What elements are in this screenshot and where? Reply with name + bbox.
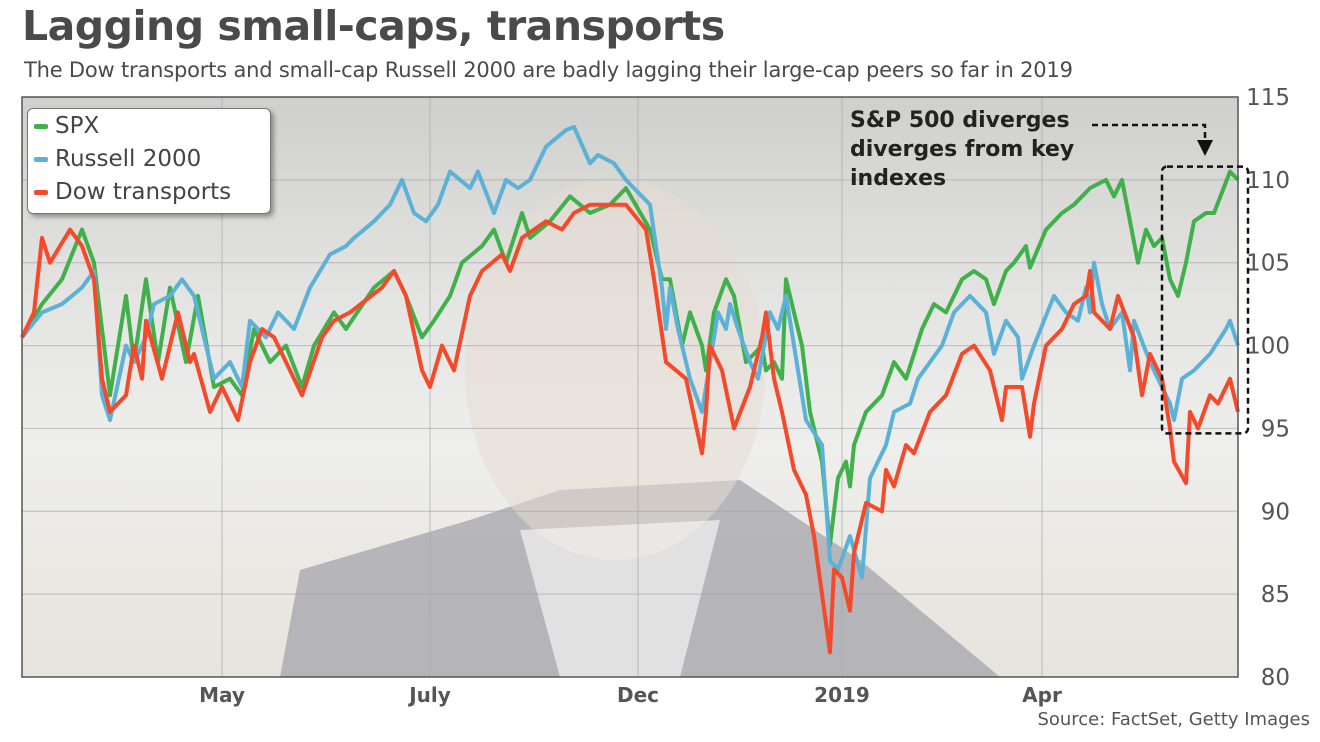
legend-item-dow-transports: Dow transports — [34, 176, 231, 208]
legend-swatch — [34, 189, 48, 195]
legend-label: SPX — [55, 113, 100, 139]
chart-title: Lagging small-caps, transports — [22, 2, 725, 50]
divergence-highlight — [1092, 123, 1250, 435]
x-tick-label: July — [407, 683, 451, 707]
y-tick-label: 85 — [1261, 582, 1290, 608]
legend-item-russell-2000: Russell 2000 — [34, 143, 201, 175]
annotation-line: indexes — [850, 166, 947, 191]
legend: SPX Russell 2000 Dow transports — [27, 108, 271, 214]
annotation-line: diverges from key — [850, 137, 1075, 162]
x-tick-label: May — [199, 683, 245, 707]
plot-border — [21, 96, 1239, 678]
x-tick-label: Apr — [1022, 683, 1062, 707]
annotation-line: S&P 500 diverges — [850, 108, 1070, 133]
y-tick-label: 115 — [1246, 85, 1290, 111]
highlight-box — [1160, 165, 1250, 435]
legend-swatch — [34, 123, 48, 129]
legend-label: Dow transports — [55, 179, 232, 205]
series-line-russell-2000 — [20, 124, 1240, 580]
annotation-text: S&P 500 diverges diverges from key index… — [850, 106, 1074, 193]
x-tick-label: Dec — [617, 683, 659, 707]
legend-swatch — [34, 156, 48, 162]
legend-item-spx: SPX — [34, 110, 99, 142]
background-photo — [280, 180, 1000, 677]
series-line-dow-transports — [20, 202, 1240, 655]
y-tick-label: 95 — [1261, 416, 1290, 442]
annotation-arrow — [1092, 123, 1207, 142]
y-tick-label: 105 — [1246, 251, 1290, 277]
chart-subtitle: The Dow transports and small-cap Russell… — [24, 58, 1073, 82]
y-tick-label: 110 — [1246, 168, 1290, 194]
x-tick-label: 2019 — [814, 683, 870, 707]
series-lines — [20, 124, 1240, 655]
arrowhead-icon — [1197, 140, 1213, 156]
y-axis: 80 85 90 95 100 105 110 115 — [1246, 85, 1290, 691]
source-note: Source: FactSet, Getty Images — [1037, 709, 1310, 730]
x-axis: May July Dec 2019 Apr — [199, 683, 1062, 707]
y-tick-label: 100 — [1246, 334, 1290, 360]
y-tick-label: 90 — [1261, 499, 1290, 525]
y-tick-label: 80 — [1261, 665, 1290, 691]
legend-label: Russell 2000 — [55, 146, 202, 172]
